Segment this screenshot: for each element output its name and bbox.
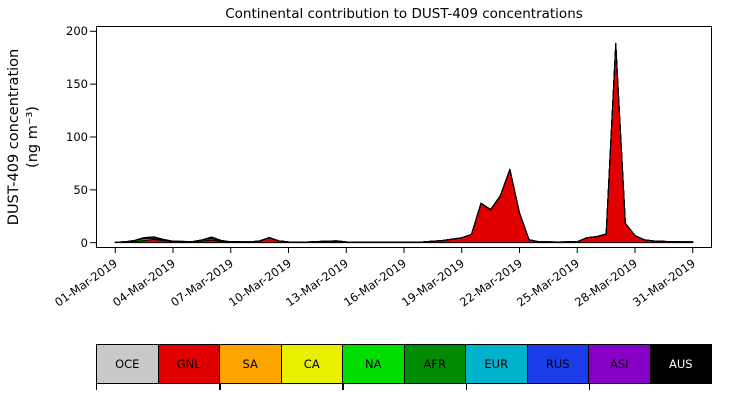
legend-entry-NA: NA (342, 344, 405, 384)
legend-tick-mark (219, 384, 221, 390)
area-series-GNL (114, 43, 694, 244)
plot-area (96, 26, 712, 248)
y-tick-label: 50 (73, 182, 88, 197)
y-axis-label-line2: (ng m⁻³) (25, 106, 41, 168)
area-series-AFR (114, 42, 694, 243)
stacked-area-chart (90, 30, 694, 253)
legend-entry-CA: CA (280, 344, 343, 384)
legend-tick-mark (465, 384, 467, 390)
legend-tick-mark (342, 384, 344, 390)
legend-entry-AUS: AUS (649, 344, 712, 384)
area-series-CA (114, 43, 694, 243)
area-series-NA (114, 42, 694, 243)
area-series-AUS (114, 42, 694, 243)
y-tick-label: 0 (80, 235, 88, 250)
y-axis-label-line1: DUST-409 concentration (6, 48, 23, 226)
legend: OCE GNL SA CA NA AFR EUR RUS ASI AUS (96, 344, 712, 384)
legend-entry-EUR: EUR (465, 344, 528, 384)
legend-entry-AFR: AFR (403, 344, 466, 384)
y-tick-label: 200 (66, 24, 88, 39)
area-series-SA (114, 43, 694, 243)
legend-tick-mark (588, 384, 591, 390)
y-tick-label: 150 (66, 77, 88, 92)
legend-entry-SA: SA (219, 344, 282, 384)
chart-title: Continental contribution to DUST-409 con… (225, 6, 583, 22)
legend-entry-OCE: OCE (96, 344, 159, 384)
area-series-RUS (114, 42, 694, 243)
y-axis-label: DUST-409 concentration (ng m⁻³) (5, 49, 43, 225)
area-series-ASI (114, 42, 694, 243)
legend-entry-ASI: ASI (588, 344, 651, 384)
area-series-EUR (114, 42, 694, 243)
legend-entry-RUS: RUS (526, 344, 589, 384)
y-tick-label: 100 (66, 130, 88, 144)
legend-entry-GNL: GNL (157, 344, 220, 384)
legend-tick-mark (96, 384, 98, 390)
